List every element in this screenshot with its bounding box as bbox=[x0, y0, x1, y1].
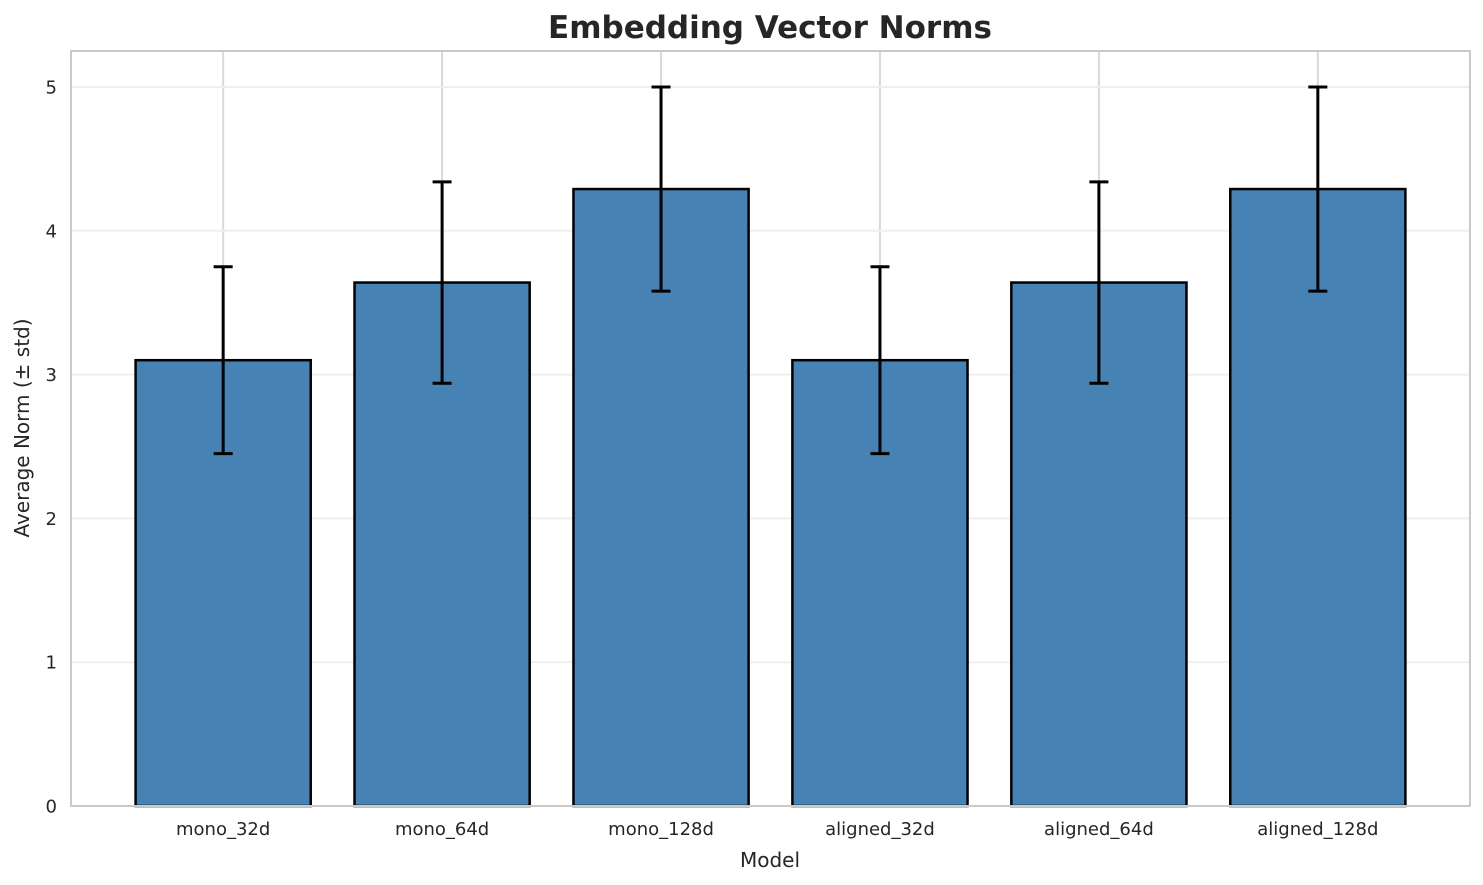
x-tick-label: aligned_128d bbox=[1257, 819, 1378, 840]
x-tick-label: mono_32d bbox=[176, 819, 270, 840]
y-tick-label: 1 bbox=[46, 653, 57, 674]
axes-frame bbox=[70, 50, 1471, 807]
x-tick-label: aligned_32d bbox=[825, 819, 935, 840]
x-tick-label: mono_128d bbox=[608, 819, 714, 840]
y-tick-label: 2 bbox=[46, 509, 57, 530]
y-tick-label: 3 bbox=[46, 365, 57, 386]
y-tick-label: 0 bbox=[46, 797, 57, 818]
chart-title: Embedding Vector Norms bbox=[548, 10, 992, 46]
y-tick-label: 4 bbox=[46, 221, 57, 242]
x-tick-label: aligned_64d bbox=[1044, 819, 1154, 840]
x-tick-label: mono_64d bbox=[395, 819, 489, 840]
x-axis-label: Model bbox=[739, 848, 801, 872]
y-tick-label: 5 bbox=[46, 77, 57, 98]
